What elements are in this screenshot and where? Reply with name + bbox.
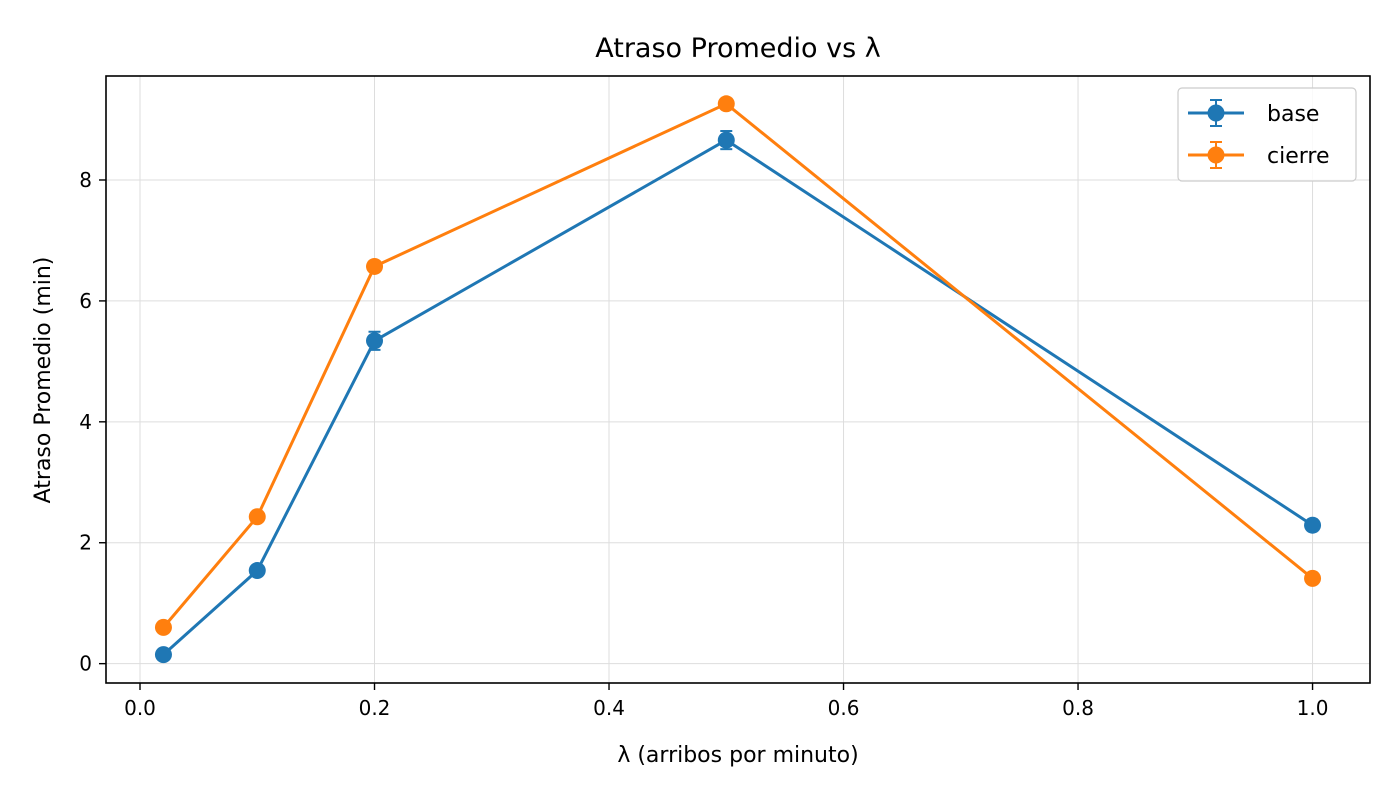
axes-frame [105,75,1371,684]
legend-entries: base cierre [1188,99,1330,169]
y-tick-label: 0 [79,652,92,676]
chart-title: Atraso Promedio vs λ [595,33,881,64]
x-tick-label: 1.0 [1297,696,1329,720]
x-tick-label: 0.8 [1062,696,1094,720]
data-point [366,332,384,350]
series-line [162,102,1314,629]
y-tick-label: 8 [79,168,92,192]
series-line [162,138,1314,656]
data-point [154,618,172,636]
legend-marker [1207,146,1225,164]
legend-marker [1207,104,1225,122]
x-tick-label: 0.4 [593,696,625,720]
y-tick-label: 4 [79,410,92,434]
legend-label: base [1267,102,1319,127]
x-axis-label: λ (arribos por minuto) [617,743,858,768]
x-tick-label: 0.6 [828,696,860,720]
legend-label: cierre [1267,144,1330,169]
series-base [154,130,1322,664]
x-axis-ticks: 0.0 0.2 0.4 0.6 0.8 1.0 [124,683,1328,720]
legend: base cierre [1177,87,1357,182]
y-tick-label: 6 [79,289,92,313]
data-point [1304,516,1322,534]
data-point [248,508,266,526]
series-layer [154,95,1322,664]
y-axis-ticks: 0 2 4 6 8 [79,168,106,676]
y-tick-label: 2 [79,531,92,555]
data-point [154,646,172,664]
y-axis-label: Atraso Promedio (min) [31,257,56,504]
data-point [366,257,384,275]
legend-entry-base: base [1188,99,1319,127]
data-point [248,562,266,580]
data-point [1304,569,1322,587]
x-tick-label: 0.0 [124,696,156,720]
data-point [717,131,735,149]
legend-entry-cierre: cierre [1188,141,1330,169]
x-tick-label: 0.2 [359,696,391,720]
series-cierre [154,95,1322,636]
data-point [717,95,735,113]
